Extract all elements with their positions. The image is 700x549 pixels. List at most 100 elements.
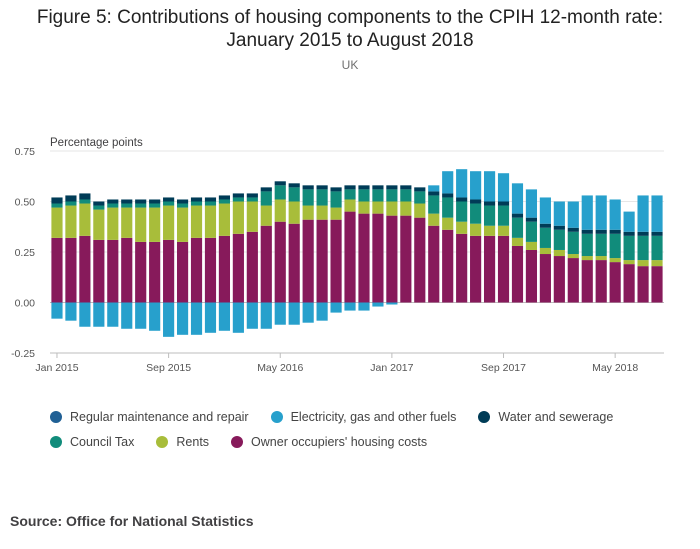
bar-segment[interactable] [386, 302, 398, 305]
bar-segment[interactable] [135, 199, 147, 204]
bar-segment[interactable] [637, 195, 649, 232]
bar-segment[interactable] [149, 302, 161, 331]
bar-segment[interactable] [414, 191, 426, 204]
bar-segment[interactable] [176, 241, 189, 303]
bar-segment[interactable] [623, 264, 635, 303]
bar-segment[interactable] [163, 205, 175, 240]
legend-item-maintenance[interactable]: Regular maintenance and repair [50, 408, 249, 426]
bar-segment[interactable] [511, 213, 524, 218]
bar-segment[interactable] [316, 219, 328, 303]
bar-segment[interactable] [651, 195, 663, 232]
bar-segment[interactable] [539, 247, 551, 255]
bar-segment[interactable] [79, 193, 91, 200]
bar-segment[interactable] [442, 197, 454, 218]
bar-segment[interactable] [107, 302, 119, 327]
bar-segment[interactable] [539, 254, 551, 303]
bar-segment[interactable] [414, 217, 426, 303]
bar-segment[interactable] [483, 171, 496, 202]
bar-segment[interactable] [358, 302, 370, 311]
bar-segment[interactable] [232, 197, 244, 202]
bar-segment[interactable] [288, 183, 300, 188]
bar-segment[interactable] [260, 191, 272, 206]
bar-segment[interactable] [609, 199, 621, 230]
bar-segment[interactable] [344, 185, 356, 190]
bar-segment[interactable] [567, 201, 579, 228]
bar-segment[interactable] [121, 203, 133, 208]
bar-segment[interactable] [316, 205, 328, 220]
bar-segment[interactable] [260, 187, 272, 192]
bar-segment[interactable] [330, 191, 342, 208]
bar-segment[interactable] [330, 302, 342, 313]
bar-segment[interactable] [553, 229, 565, 250]
bar-segment[interactable] [525, 221, 538, 242]
bar-segment[interactable] [456, 169, 468, 198]
bar-segment[interactable] [149, 207, 161, 242]
bar-segment[interactable] [651, 266, 663, 303]
bar-segment[interactable] [149, 241, 161, 303]
bar-segment[interactable] [623, 235, 635, 261]
bar-segment[interactable] [525, 217, 538, 222]
bar-segment[interactable] [428, 185, 440, 192]
bar-segment[interactable] [274, 199, 286, 222]
bar-segment[interactable] [386, 185, 398, 190]
bar-segment[interactable] [470, 199, 482, 204]
bar-segment[interactable] [218, 199, 231, 204]
bar-segment[interactable] [442, 217, 454, 230]
bar-segment[interactable] [595, 256, 607, 261]
bar-segment[interactable] [497, 173, 510, 202]
bar-segment[interactable] [497, 205, 510, 226]
bar-segment[interactable] [274, 302, 286, 325]
bar-segment[interactable] [567, 258, 579, 303]
bar-segment[interactable] [651, 231, 663, 236]
bar-segment[interactable] [190, 302, 203, 335]
bar-segment[interactable] [553, 201, 565, 226]
bar-segment[interactable] [400, 185, 412, 190]
bar-segment[interactable] [470, 171, 482, 200]
bar-segment[interactable] [204, 237, 217, 303]
bar-segment[interactable] [567, 231, 579, 255]
bar-segment[interactable] [107, 207, 119, 240]
bar-segment[interactable] [232, 201, 244, 234]
bar-segment[interactable] [288, 201, 300, 224]
bar-segment[interactable] [149, 203, 161, 208]
bar-segment[interactable] [93, 205, 105, 210]
legend-item-council-tax[interactable]: Council Tax [50, 433, 134, 451]
bar-segment[interactable] [232, 233, 244, 303]
bar-segment[interactable] [386, 189, 398, 202]
bar-segment[interactable] [218, 203, 231, 236]
bar-segment[interactable] [497, 201, 510, 206]
bar-segment[interactable] [79, 235, 91, 303]
bar-segment[interactable] [595, 260, 607, 303]
bar-segment[interactable] [623, 231, 635, 236]
bar-segment[interactable] [637, 260, 649, 267]
bar-segment[interactable] [121, 199, 133, 204]
bar-segment[interactable] [176, 203, 189, 208]
bar-segment[interactable] [456, 201, 468, 222]
bar-segment[interactable] [358, 189, 370, 202]
bar-segment[interactable] [651, 260, 663, 267]
bar-segment[interactable] [246, 302, 258, 329]
bar-segment[interactable] [190, 201, 203, 206]
legend-item-owner-occupiers[interactable]: Owner occupiers' housing costs [231, 433, 427, 451]
bar-segment[interactable] [218, 302, 231, 331]
bar-segment[interactable] [51, 207, 63, 238]
bar-segment[interactable] [372, 189, 384, 202]
bar-segment[interactable] [595, 229, 607, 234]
bar-segment[interactable] [456, 197, 468, 202]
bar-segment[interactable] [302, 185, 314, 190]
bar-segment[interactable] [135, 241, 147, 303]
bar-segment[interactable] [232, 302, 244, 333]
bar-segment[interactable] [204, 197, 217, 202]
bar-segment[interactable] [428, 213, 440, 226]
bar-segment[interactable] [107, 239, 119, 303]
bar-segment[interactable] [260, 302, 272, 329]
bar-segment[interactable] [470, 235, 482, 303]
bar-segment[interactable] [483, 225, 496, 236]
bar-segment[interactable] [581, 229, 593, 234]
bar-segment[interactable] [190, 205, 203, 238]
bar-segment[interactable] [121, 237, 133, 303]
bar-segment[interactable] [51, 203, 63, 208]
bar-segment[interactable] [386, 215, 398, 303]
bar-segment[interactable] [288, 223, 300, 303]
bar-segment[interactable] [539, 197, 551, 224]
